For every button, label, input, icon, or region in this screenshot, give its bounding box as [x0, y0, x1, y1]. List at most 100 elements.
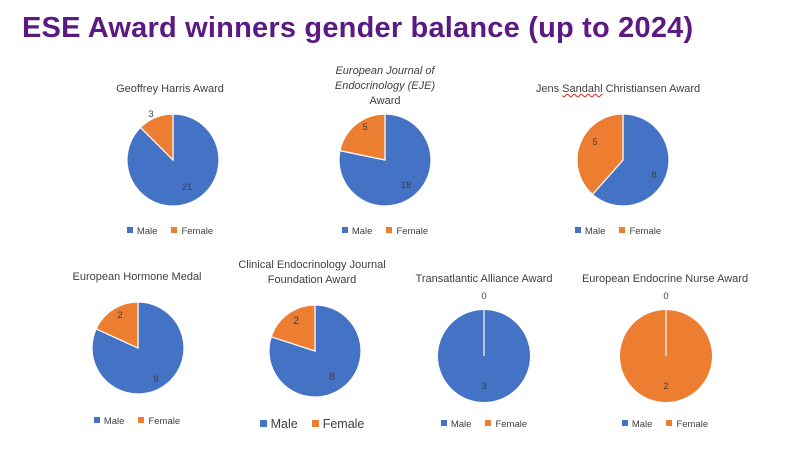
chart-title-line: European Hormone Medal: [72, 271, 202, 283]
pie-chart-geoffrey-harris-award: Geoffrey Harris Award 21 3 Male Female: [95, 82, 245, 272]
legend-item-female: Female: [311, 417, 365, 431]
pie-chart-jens-sandahl-christiansen-award: Jens Sandahl Christiansen Award 8 5 Male Fem…: [523, 82, 713, 272]
data-label-female: 5: [592, 137, 597, 148]
legend-swatch: [619, 227, 626, 234]
data-label-male: 18: [401, 180, 412, 191]
page-title: ESE Award winners gender balance (up to …: [22, 12, 694, 44]
pie-chart-european-journal-of-endocrinology-eje-award: European Journal of Endocrinology (EJE) A…: [310, 64, 460, 254]
data-label-male: 3: [481, 381, 486, 392]
legend-label: Female: [495, 419, 528, 430]
chart-title-line: Jens Sandahl Christiansen Award: [535, 83, 701, 95]
legend-label: Female: [148, 416, 181, 427]
legend-label: Male: [584, 226, 606, 237]
data-label-male: 8: [651, 170, 656, 181]
pie-slice-female: [339, 113, 386, 161]
legend-item-male: Male: [621, 419, 653, 430]
chart-legend: Male Female: [580, 419, 750, 430]
chart-title: European Endocrine Nurse Award: [580, 272, 750, 287]
legend-label: Male: [631, 419, 653, 430]
data-label-female: 5: [362, 122, 367, 133]
legend-label: Female: [676, 419, 709, 430]
pie: 92: [91, 301, 185, 395]
chart-title: European Hormone Medal: [62, 270, 212, 285]
chart-title-line: Transatlantic Alliance Award: [415, 273, 553, 285]
legend-swatch: [485, 420, 492, 427]
legend-swatch: [666, 420, 673, 427]
data-label-male: 21: [182, 182, 193, 193]
data-label-female: 2: [117, 310, 122, 321]
data-label-female: 2: [663, 381, 668, 392]
pie: 82: [268, 304, 362, 398]
pie: 30: [438, 291, 530, 402]
chart-title: European Journal of Endocrinology (EJE) A…: [310, 64, 460, 109]
pie: 21 3: [126, 109, 220, 207]
legend-item-female: Female: [666, 419, 708, 430]
legend-item-female: Female: [171, 226, 213, 237]
pie-slice-female: [270, 304, 316, 352]
pie-chart-european-endocrine-nurse-award: European Endocrine Nurse Award 0 2 Male Fema…: [580, 272, 750, 462]
legend-item-male: Male: [259, 417, 298, 431]
legend-swatch: [259, 420, 267, 428]
pie: 18 5: [338, 113, 432, 207]
pie: 85: [576, 113, 670, 207]
data-label-female: 3: [148, 109, 153, 120]
legend-swatch: [386, 227, 393, 234]
chart-legend: Male Female: [310, 226, 460, 237]
legend-item-male: Male: [93, 416, 125, 427]
legend-swatch: [621, 420, 628, 427]
legend-swatch: [93, 417, 100, 424]
pie-slice-male: [591, 113, 670, 207]
legend-item-male: Male: [126, 226, 158, 237]
chart-legend: Male Female: [237, 417, 387, 431]
legend-swatch: [171, 227, 178, 234]
legend-item-female: Female: [619, 226, 661, 237]
chart-title: Clinical Endocrinology Journal Foundation…: [237, 258, 387, 288]
legend-label: Female: [396, 226, 429, 237]
legend-swatch: [126, 227, 133, 234]
data-label-male: 9: [153, 374, 158, 385]
pie-slice-female: [576, 113, 624, 196]
chart-legend: Male Female: [409, 419, 559, 430]
chart-legend: Male Female: [95, 226, 245, 237]
legend-label: Female: [322, 417, 365, 431]
chart-title-line: Clinical Endocrinology Journal: [238, 259, 386, 271]
chart-title-line: European Endocrine Nurse Award: [581, 273, 749, 285]
legend-item-female: Female: [485, 419, 527, 430]
legend-label: Male: [450, 419, 472, 430]
legend-label: Female: [181, 226, 214, 237]
data-label-female: 0: [481, 291, 486, 302]
legend-swatch: [574, 227, 581, 234]
chart-title: Transatlantic Alliance Award: [409, 272, 559, 287]
legend-item-male: Male: [341, 226, 373, 237]
legend-swatch: [311, 420, 319, 428]
pie-chart-european-hormone-medal: European Hormone Medal 9 2 Male Female: [62, 270, 212, 460]
pie-slice-female: [95, 301, 139, 349]
chart-legend: Male Female: [62, 416, 212, 427]
chart-title-line: Award: [369, 95, 401, 107]
legend-label: Male: [136, 226, 158, 237]
legend-swatch: [138, 417, 145, 424]
data-label-male: 8: [329, 371, 335, 383]
chart-legend: Male Female: [523, 226, 713, 237]
legend-item-female: Female: [386, 226, 428, 237]
chart-title-line: Foundation Award: [267, 274, 357, 286]
chart-title: Jens Sandahl Christiansen Award: [523, 82, 713, 97]
legend-swatch: [440, 420, 447, 427]
chart-title-line: Geoffrey Harris Award: [116, 83, 224, 95]
data-label-female: 2: [293, 315, 299, 327]
legend-item-male: Male: [440, 419, 472, 430]
pie-chart-clinical-endocrinology-journal-foundation-award: Clinical Endocrinology Journal Foundation…: [237, 258, 387, 448]
legend-swatch: [341, 227, 348, 234]
legend-label: Male: [103, 416, 125, 427]
legend-item-male: Male: [574, 226, 606, 237]
pie-chart-transatlantic-alliance-award: Transatlantic Alliance Award 3 0 Male Female: [409, 272, 559, 462]
data-label-male: 0: [663, 291, 668, 302]
pie-slice-female: [139, 113, 174, 162]
legend-item-female: Female: [138, 416, 180, 427]
legend-label: Female: [629, 226, 662, 237]
pie: 02: [620, 291, 712, 402]
chart-title-line: European Journal of Endocrinology (EJE): [334, 65, 436, 92]
legend-label: Male: [351, 226, 373, 237]
legend-label: Male: [270, 417, 298, 431]
chart-title: Geoffrey Harris Award: [95, 82, 245, 97]
